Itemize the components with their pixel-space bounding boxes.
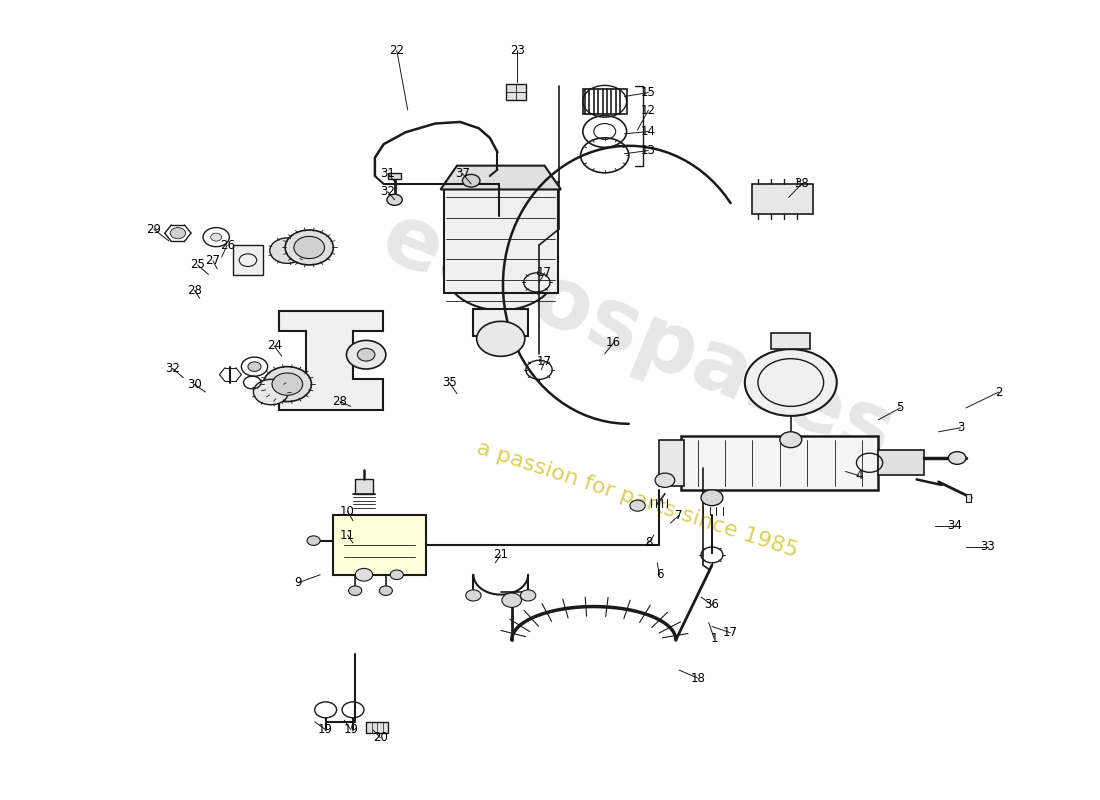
- Text: 35: 35: [442, 376, 456, 389]
- Circle shape: [630, 500, 646, 511]
- Bar: [232, 245, 263, 275]
- Circle shape: [355, 569, 373, 581]
- Text: 19: 19: [343, 723, 359, 736]
- Text: 25: 25: [190, 258, 205, 271]
- Text: 5: 5: [896, 402, 904, 414]
- Circle shape: [520, 590, 536, 601]
- Polygon shape: [278, 311, 383, 410]
- Bar: [966, 494, 971, 502]
- Text: 13: 13: [641, 144, 656, 157]
- Text: 21: 21: [493, 549, 508, 562]
- Circle shape: [745, 349, 837, 416]
- Circle shape: [263, 366, 311, 402]
- Text: 26: 26: [220, 238, 234, 251]
- Bar: [681, 436, 878, 490]
- Text: 12: 12: [641, 103, 656, 117]
- Circle shape: [307, 536, 320, 546]
- Bar: [659, 440, 683, 486]
- Circle shape: [948, 452, 966, 464]
- Circle shape: [248, 362, 261, 371]
- Text: 30: 30: [187, 378, 201, 390]
- Circle shape: [780, 432, 802, 448]
- Circle shape: [349, 586, 362, 595]
- Bar: [878, 450, 924, 475]
- Text: 4: 4: [855, 469, 862, 482]
- Text: 14: 14: [641, 125, 656, 138]
- Text: 11: 11: [340, 529, 355, 542]
- Text: 28: 28: [187, 284, 201, 297]
- Circle shape: [270, 238, 305, 263]
- Text: 29: 29: [146, 222, 162, 236]
- Text: 33: 33: [980, 541, 996, 554]
- Text: 6: 6: [656, 568, 663, 582]
- Text: 17: 17: [537, 266, 552, 279]
- Text: 31: 31: [381, 167, 396, 180]
- Text: 28: 28: [332, 395, 348, 408]
- Circle shape: [465, 590, 481, 601]
- Text: 32: 32: [381, 186, 396, 198]
- Text: 36: 36: [704, 598, 719, 611]
- Bar: [366, 722, 388, 733]
- Circle shape: [476, 322, 525, 356]
- Circle shape: [294, 236, 324, 258]
- Circle shape: [390, 570, 404, 579]
- Bar: [506, 84, 526, 100]
- Bar: [583, 89, 627, 114]
- Text: eurospares: eurospares: [370, 196, 905, 477]
- Circle shape: [346, 341, 386, 369]
- Text: 16: 16: [606, 336, 621, 350]
- Text: 17: 17: [537, 355, 552, 368]
- Circle shape: [253, 379, 288, 405]
- Circle shape: [387, 194, 403, 206]
- Circle shape: [272, 373, 302, 395]
- Circle shape: [170, 228, 186, 238]
- Circle shape: [502, 593, 521, 607]
- Text: 23: 23: [509, 44, 525, 57]
- Bar: [771, 334, 811, 349]
- Circle shape: [443, 228, 558, 310]
- Text: 2: 2: [996, 386, 1002, 398]
- Text: 24: 24: [266, 339, 282, 353]
- Bar: [388, 173, 401, 179]
- Text: 27: 27: [206, 254, 220, 267]
- Text: 20: 20: [373, 731, 388, 744]
- Text: 22: 22: [389, 44, 405, 57]
- Circle shape: [285, 230, 333, 265]
- Text: 17: 17: [723, 626, 738, 639]
- Text: 18: 18: [691, 671, 705, 685]
- Text: 19: 19: [318, 723, 333, 736]
- Circle shape: [211, 233, 222, 241]
- Circle shape: [462, 174, 480, 187]
- Text: 32: 32: [165, 362, 180, 374]
- Circle shape: [701, 490, 723, 506]
- Text: 9: 9: [295, 576, 302, 590]
- Text: 1: 1: [711, 632, 718, 645]
- Text: 7: 7: [675, 509, 683, 522]
- Text: 8: 8: [645, 537, 652, 550]
- Bar: [752, 184, 813, 214]
- Bar: [443, 190, 558, 293]
- Text: 37: 37: [455, 167, 470, 180]
- Text: 38: 38: [794, 178, 810, 190]
- Circle shape: [379, 586, 393, 595]
- Text: a passion for parts since 1985: a passion for parts since 1985: [474, 438, 801, 561]
- Text: 3: 3: [957, 422, 964, 434]
- Circle shape: [656, 473, 674, 487]
- Text: 15: 15: [641, 86, 656, 99]
- Polygon shape: [441, 166, 561, 190]
- Bar: [355, 479, 373, 494]
- Bar: [333, 515, 427, 574]
- Bar: [473, 309, 528, 337]
- Circle shape: [358, 348, 375, 361]
- Text: 34: 34: [947, 519, 962, 532]
- Text: 10: 10: [340, 505, 355, 518]
